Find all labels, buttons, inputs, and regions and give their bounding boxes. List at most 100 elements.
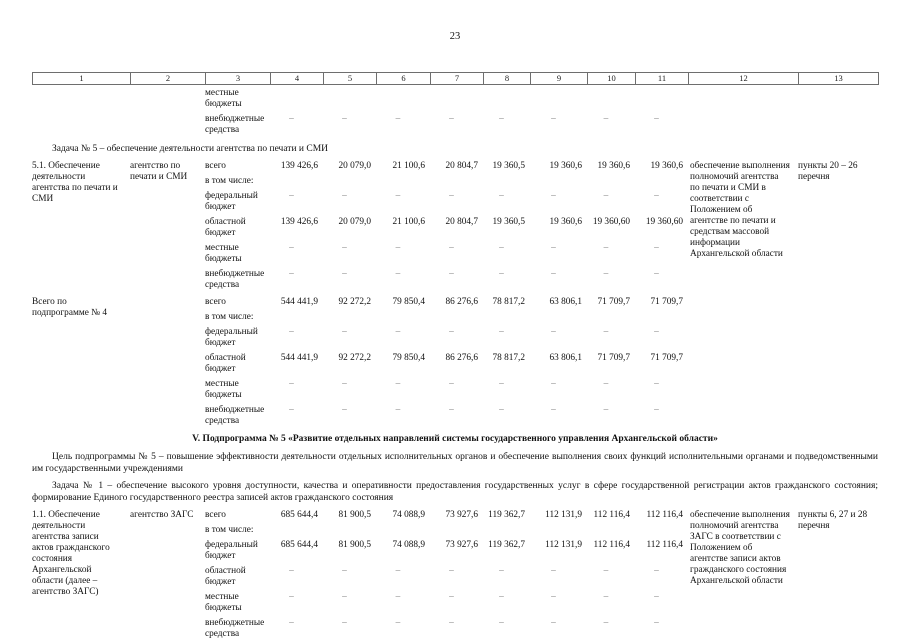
expected-results-cell: обеспечение выполнения полномочий агентс…	[690, 161, 790, 259]
value-cell: 19 360,60	[645, 217, 683, 227]
value-cell: –	[342, 405, 347, 415]
funding-source-label: всего	[205, 510, 226, 520]
row-title-cell: Всего по подпрограмме № 4	[32, 297, 108, 318]
value-cell: –	[499, 269, 504, 279]
value-cell: 71 709,7	[597, 353, 630, 363]
column-number-cell: 12	[689, 72, 799, 85]
value-cell: 112 116,4	[646, 540, 684, 550]
value-cell: 119 362,7	[488, 540, 525, 550]
value-cell: 544 441,9	[280, 353, 318, 363]
column-number-cell: 3	[206, 72, 271, 85]
value-cell: 74 088,9	[392, 540, 425, 550]
row-title-cell: 1.1. Обеспечение деятельности агентства …	[32, 510, 110, 597]
table-body: местные бюджеты внебюджетные средства – – – –…	[32, 88, 878, 640]
value-cell: –	[603, 405, 609, 415]
funding-source-label: местные бюджеты	[205, 243, 242, 264]
body-paragraph: Цель подпрограммы № 5 – повышение эффект…	[32, 452, 878, 474]
value-cell: 73 927,6	[445, 540, 478, 550]
value-cell: –	[551, 269, 556, 279]
value-cell: –	[449, 114, 454, 124]
value-cell: –	[342, 269, 347, 279]
value-cell: –	[449, 592, 454, 602]
value-cell: 74 088,9	[392, 510, 425, 520]
value-cell: 20 079,0	[338, 217, 371, 227]
value-cell: –	[551, 592, 556, 602]
value-cell: –	[395, 269, 401, 279]
column-number-cell: 2	[131, 72, 206, 85]
value-cell: –	[449, 269, 454, 279]
value-cell: –	[603, 243, 609, 253]
value-cell: –	[395, 566, 401, 576]
value-cell: 92 272,2	[338, 297, 371, 307]
value-cell: 21 100,6	[392, 161, 425, 171]
value-cell: –	[499, 243, 504, 253]
value-cell: –	[499, 566, 504, 576]
value-cell: –	[654, 405, 659, 415]
table-row: Всего по подпрограмме № 4 всего 544 441,9 9…	[32, 297, 878, 427]
value-cell: 139 426,6	[280, 217, 318, 227]
value-cell: 92 272,2	[338, 353, 371, 363]
column-number-cell: 13	[799, 72, 879, 85]
value-cell: –	[289, 592, 294, 602]
value-cell: 21 100,6	[392, 217, 425, 227]
value-cell: –	[342, 327, 347, 337]
value-cell: 119 362,7	[488, 510, 525, 520]
value-cell: –	[603, 618, 609, 628]
value-cell: 63 806,1	[549, 297, 582, 307]
value-cell: –	[342, 114, 347, 124]
value-cell: 81 900,5	[338, 510, 371, 520]
column-number-cell: 5	[324, 72, 377, 85]
value-cell: 81 900,5	[338, 540, 371, 550]
value-cell: –	[342, 618, 347, 628]
value-cell: –	[449, 243, 454, 253]
column-number-cell: 10	[588, 72, 636, 85]
value-cell: 685 644,4	[280, 510, 318, 520]
value-cell: –	[395, 379, 401, 389]
value-cell: –	[551, 191, 556, 201]
value-cell: –	[654, 243, 659, 253]
funding-source-label: местные бюджеты	[205, 379, 242, 400]
funding-source-label: областной бюджет	[205, 217, 246, 238]
row-title-cell: 5.1. Обеспечение деятельности агентства …	[32, 161, 118, 204]
value-cell: 86 276,6	[445, 297, 478, 307]
column-number-cell: 6	[377, 72, 431, 85]
value-cell: –	[289, 269, 294, 279]
value-cell: –	[395, 327, 401, 337]
value-cell: 79 850,4	[392, 297, 425, 307]
value-cell: 73 927,6	[445, 510, 478, 520]
table-header-row: 1 2 3 4 5 6 7 8 9 10 11 12 13	[32, 72, 879, 85]
value-cell: –	[499, 618, 504, 628]
funding-source-label: всего	[205, 297, 226, 307]
value-cell: –	[551, 114, 556, 124]
value-cell: –	[289, 327, 294, 337]
value-cell: –	[603, 114, 609, 124]
value-cell: 19 360,6	[549, 217, 582, 227]
task-heading: Задача № 5 – обеспечение деятельности аг…	[52, 144, 329, 154]
value-cell: –	[654, 327, 659, 337]
value-cell: –	[654, 379, 659, 389]
value-cell: –	[603, 592, 609, 602]
funding-source-label: в том числе:	[205, 525, 254, 535]
value-cell: –	[289, 379, 294, 389]
subprogram-heading: V. Подпрограмма № 5 «Развитие отдельных …	[192, 434, 718, 444]
executor-cell: агентство по печати и СМИ	[130, 161, 188, 182]
value-cell: 78 817,2	[492, 297, 525, 307]
value-cell: –	[449, 191, 454, 201]
value-cell: –	[342, 191, 347, 201]
value-cell: 19 360,5	[492, 161, 525, 171]
value-cell: 71 709,7	[650, 297, 683, 307]
value-cell: 112 131,9	[545, 510, 582, 520]
funding-source-label: областной бюджет	[205, 566, 246, 587]
value-cell: –	[551, 405, 556, 415]
value-cell: –	[499, 405, 504, 415]
funding-source-label: в том числе:	[205, 312, 254, 322]
value-cell: –	[654, 566, 659, 576]
value-cell: –	[395, 191, 401, 201]
value-cell: –	[654, 191, 659, 201]
value-cell: 544 441,9	[280, 297, 318, 307]
value-cell: –	[654, 618, 659, 628]
value-cell: –	[449, 327, 454, 337]
value-cell: 112 116,4	[593, 510, 631, 520]
value-cell: 112 116,4	[646, 510, 684, 520]
